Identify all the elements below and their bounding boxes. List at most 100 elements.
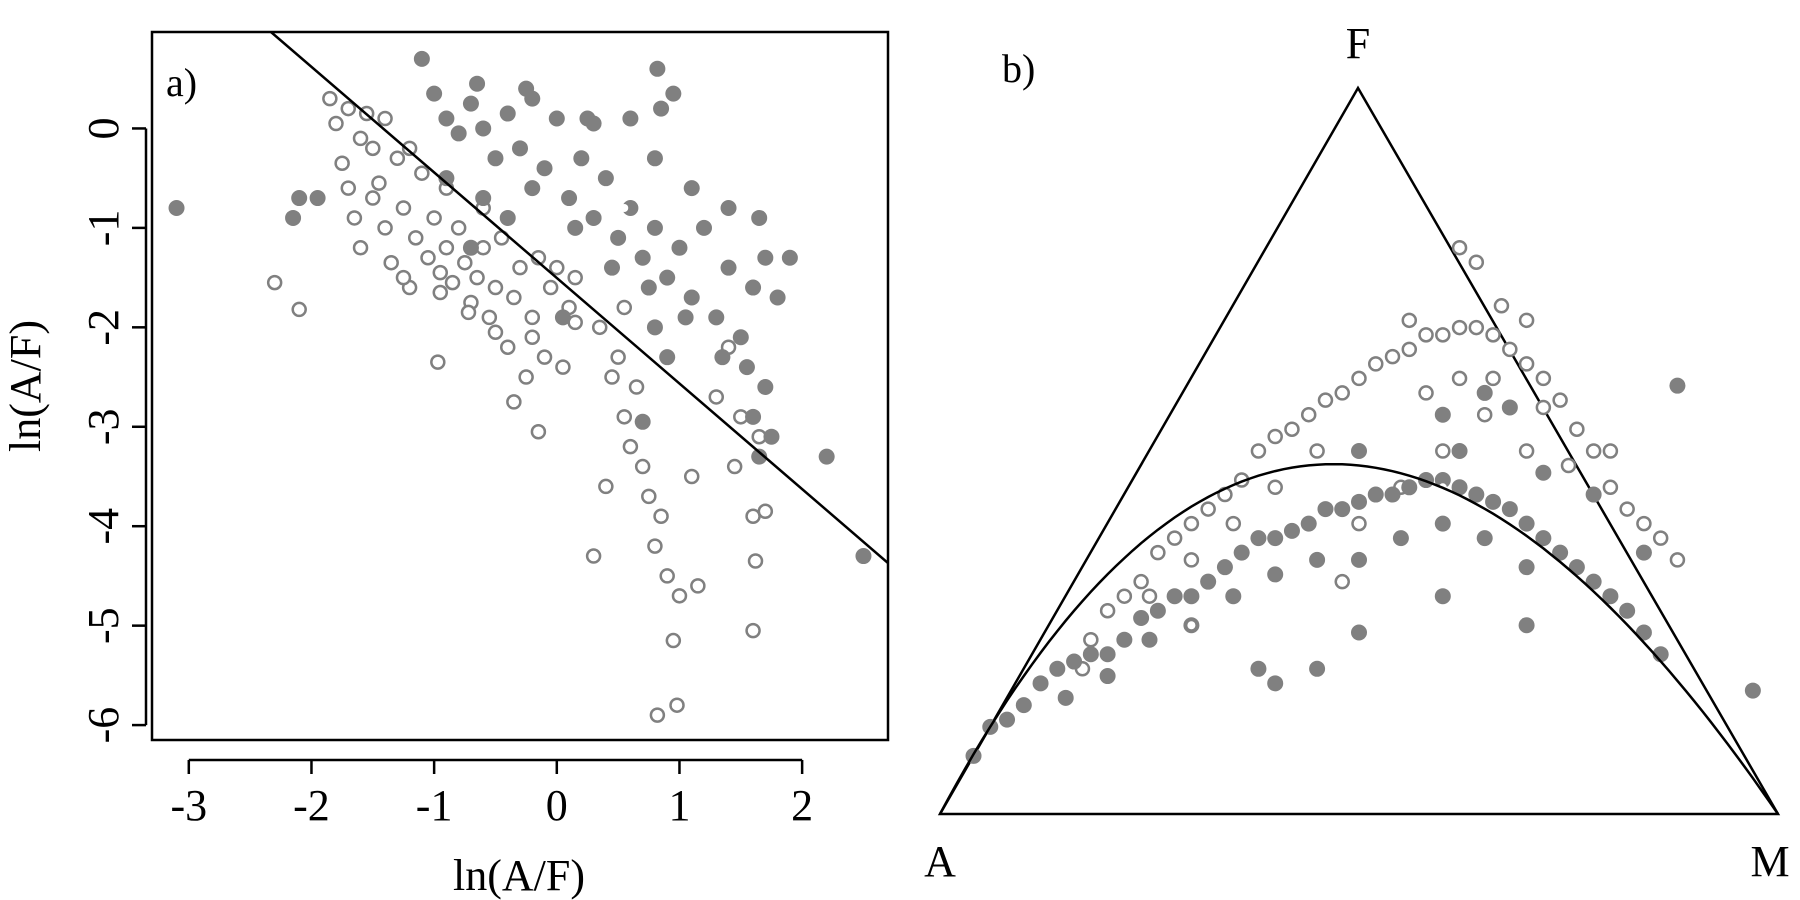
ternary-point-filled (1309, 660, 1326, 677)
ternary-point-white-highlight (1187, 621, 1196, 630)
point-filled (438, 110, 455, 127)
ternary-point-filled (1367, 486, 1384, 503)
ternary-point-open (1485, 327, 1501, 343)
ternary-point-filled (1619, 602, 1636, 619)
point-filled (763, 428, 780, 445)
ternary-point-open (1652, 530, 1669, 546)
point-filled (554, 309, 571, 326)
point-filled (781, 249, 798, 266)
ternary-point-filled (1552, 544, 1569, 561)
point-open (395, 200, 412, 216)
plot-frame-a (150, 30, 890, 742)
point-open (340, 180, 357, 196)
point-filled (646, 219, 663, 236)
point-white-highlight (479, 154, 488, 163)
point-open (469, 269, 485, 286)
point-filled (567, 219, 584, 236)
point-filled (646, 319, 663, 336)
ternary-panel-b: b) F A M (924, 19, 1789, 886)
point-filled (714, 349, 731, 366)
point-open (683, 468, 700, 485)
vertex-label-a: A (924, 837, 956, 886)
ternary-point-open (1200, 501, 1216, 517)
ternary-point-filled (1501, 501, 1518, 518)
point-open (604, 369, 620, 385)
point-open (747, 553, 764, 569)
point-open (487, 279, 504, 296)
point-open (512, 259, 528, 276)
ternary-point-filled (1233, 544, 1250, 561)
point-open (616, 409, 633, 425)
point-open (438, 240, 455, 256)
ternary-point-open (1418, 385, 1434, 401)
ternary-point-open (1099, 602, 1116, 619)
x-tick-label: -3 (170, 781, 207, 830)
scatter-panel-a: -3 -2 -1 0 1 2 0 -1 -2 -3 -4 -5 -6 a) ln(A/F) ln(A/… (1, 30, 890, 900)
ternary-point-filled (1250, 660, 1267, 677)
point-filled (745, 408, 762, 425)
point-open (726, 458, 743, 475)
ternary-point-open (1401, 312, 1418, 329)
ternary-point-open (1468, 254, 1485, 270)
point-filled (487, 150, 504, 167)
ternary-point-filled (1451, 479, 1468, 496)
ternary-point-open (1133, 573, 1149, 590)
point-open (389, 150, 406, 167)
ternary-point-open (1602, 479, 1619, 496)
ternary-point-open (1334, 385, 1350, 401)
point-open (420, 249, 436, 266)
point-filled (677, 309, 694, 326)
point-open (591, 319, 608, 336)
ternary-point-filled (1183, 588, 1200, 605)
vertex-label-m: M (1750, 837, 1789, 886)
ternary-point-filled (1133, 609, 1150, 626)
ternary-point-open (1569, 421, 1585, 437)
point-filled (738, 359, 755, 376)
point-open (647, 538, 663, 554)
ternary-point-filled (1300, 515, 1317, 532)
ternary-point-open (1309, 443, 1325, 459)
ternary-point-open (1334, 573, 1350, 590)
ternary-point-open (1493, 298, 1510, 314)
point-filled (469, 75, 486, 92)
y-tick-label: -4 (79, 508, 128, 545)
x-tick-label: 1 (668, 781, 690, 830)
point-white-highlight (552, 174, 561, 183)
ternary-point-open (1535, 370, 1552, 387)
ternary-point-open (1401, 341, 1418, 358)
point-filled (499, 209, 516, 226)
ternary-point-open (1384, 348, 1401, 365)
point-open (352, 130, 369, 147)
point-open (622, 438, 639, 455)
ternary-point-filled (1434, 472, 1451, 489)
ternary-point-open (1518, 312, 1535, 329)
panel-label-a: a) (166, 60, 197, 105)
point-open (506, 394, 522, 410)
ternary-point-open (1317, 392, 1334, 408)
x-tick-label: -1 (416, 781, 453, 830)
ternary-point-filled (1082, 646, 1099, 663)
ternary-point-filled (1099, 646, 1116, 663)
point-filled (462, 239, 479, 256)
point-filled (683, 180, 700, 197)
ternary-point-filled (1032, 675, 1049, 692)
point-open (395, 269, 412, 286)
ternary-point-filled (1283, 522, 1300, 539)
point-filled (413, 50, 430, 67)
point-filled (548, 110, 565, 127)
ternary-point-filled (1216, 559, 1233, 576)
ternary-point-filled (1434, 588, 1451, 605)
point-open (334, 155, 350, 172)
point-filled (649, 60, 666, 77)
point-filled (285, 209, 302, 226)
point-open (598, 478, 614, 495)
point-filled (646, 150, 663, 167)
point-filled (855, 548, 872, 565)
ternary-point-open (1351, 370, 1367, 387)
point-open (432, 264, 449, 281)
point-open (616, 299, 633, 316)
point-filled (769, 289, 786, 306)
point-filled (634, 249, 651, 266)
y-tick-label: -3 (79, 408, 128, 445)
ternary-point-filled (1267, 530, 1284, 547)
